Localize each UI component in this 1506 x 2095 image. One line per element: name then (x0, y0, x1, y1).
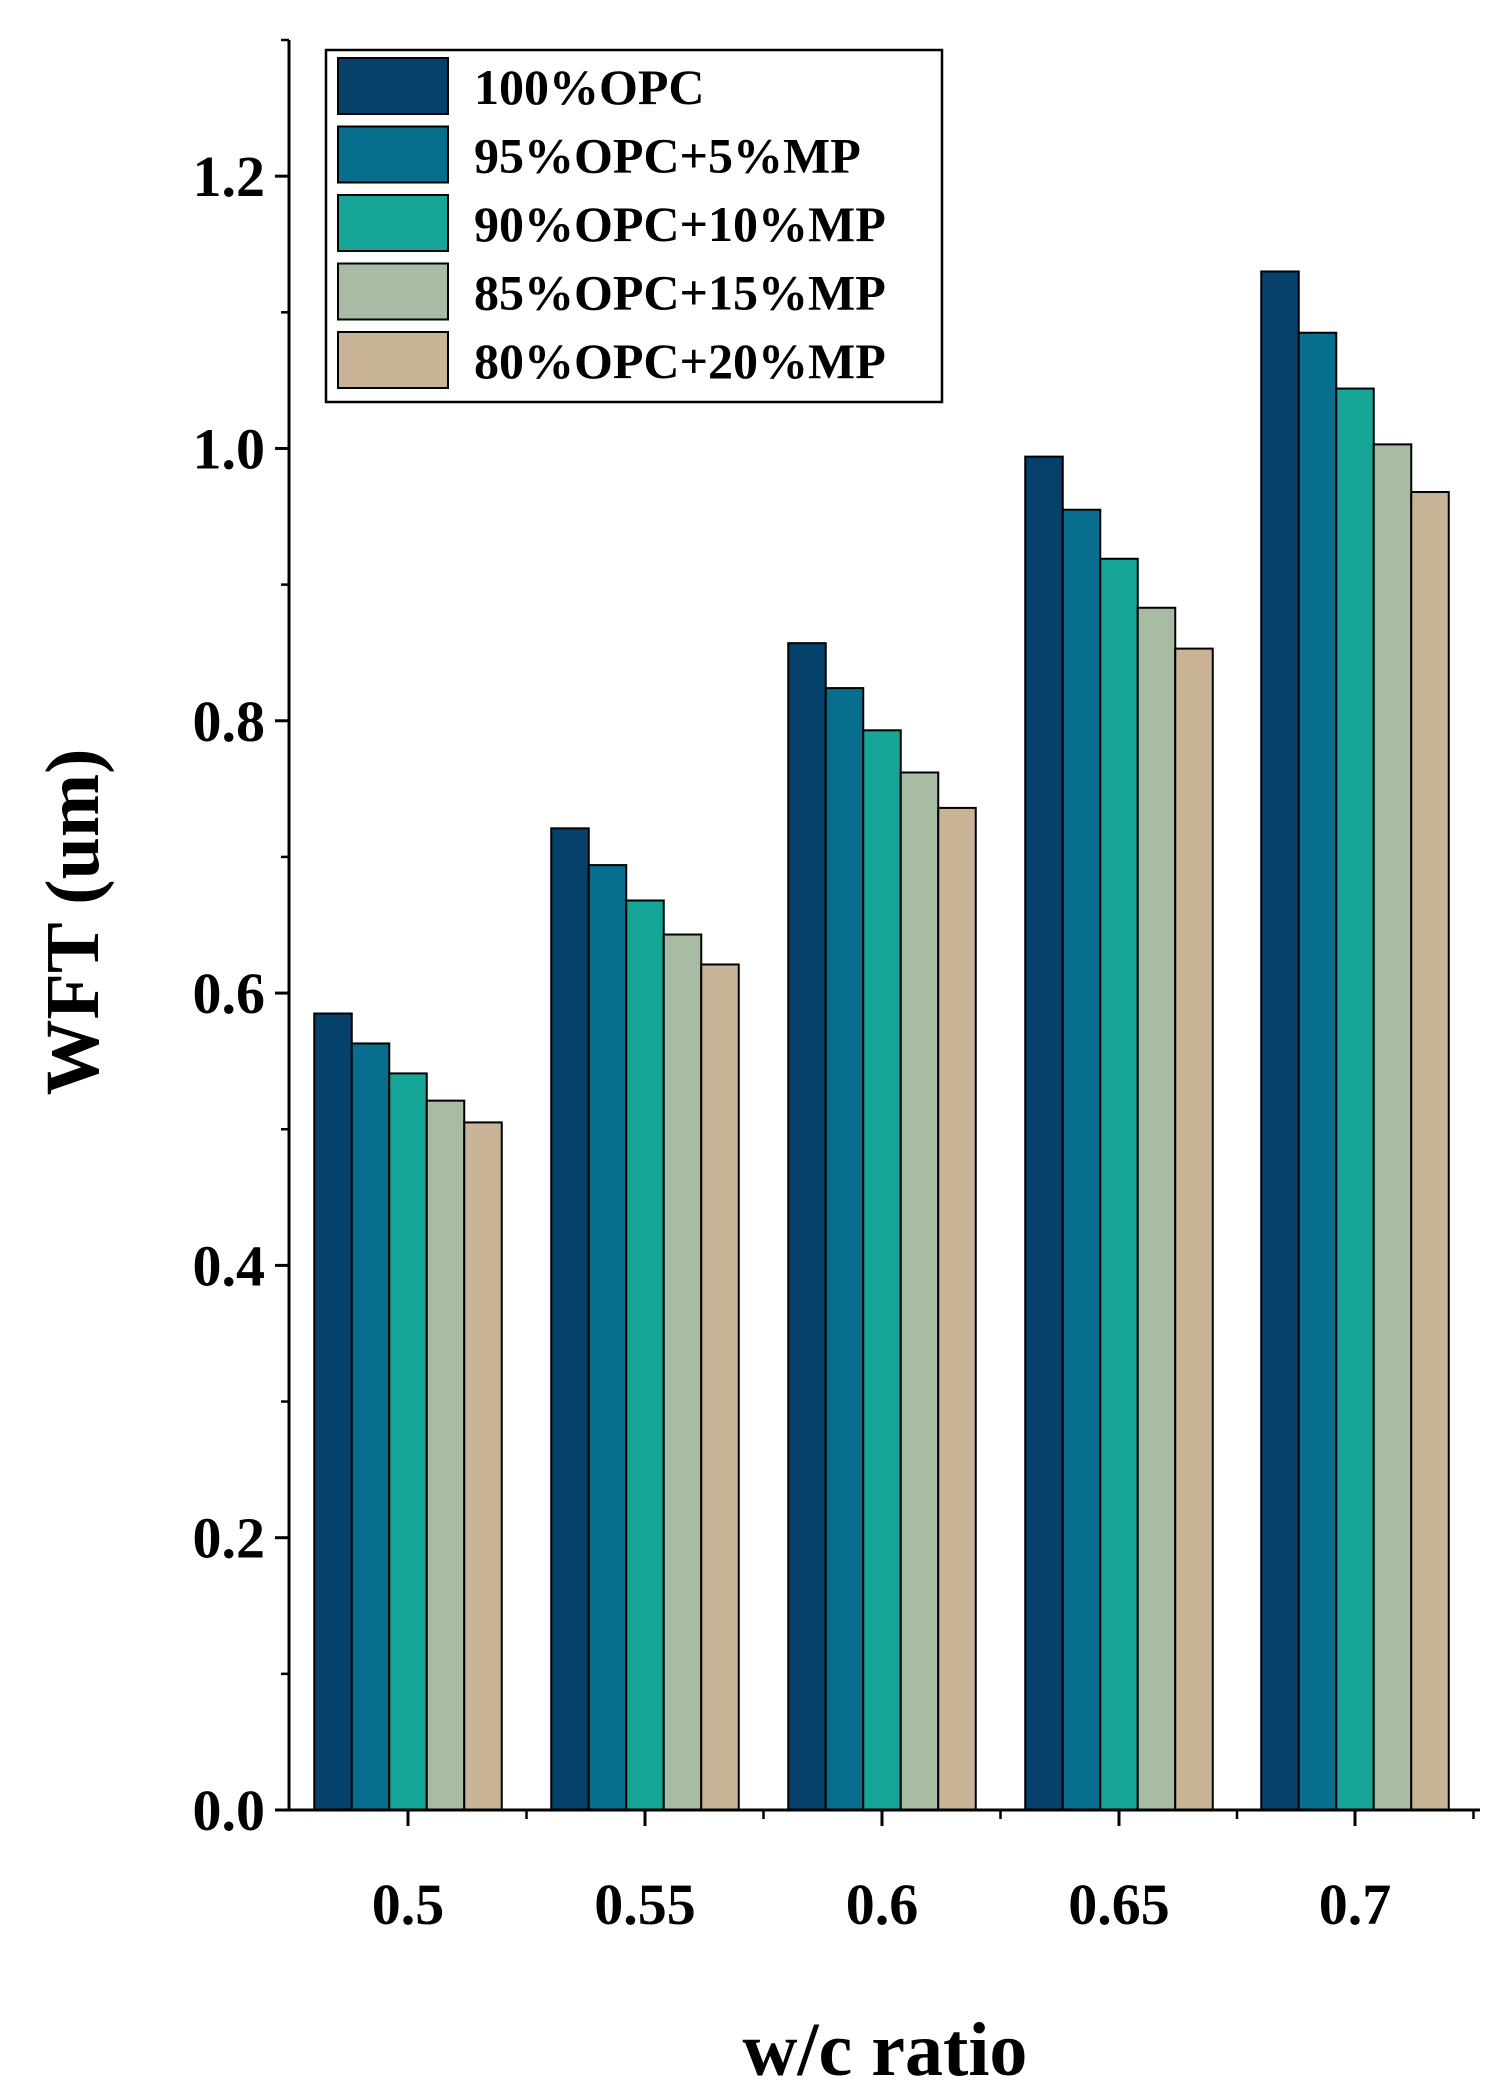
bar-3-0 (1024, 455, 1064, 1811)
y-ticks: 0.0 0.2 0.4 0.6 0.8 1.0 1.2 (193, 38, 289, 1843)
bar-3-1 (1061, 508, 1102, 1812)
bar-0-2 (388, 1072, 428, 1812)
bar-4-1 (1297, 331, 1338, 1812)
bar-0-3 (425, 1099, 466, 1811)
bar-2-2 (862, 729, 902, 1811)
legend-label-4: 80%OPC+20%MP (474, 333, 886, 389)
bar-3-2 (1099, 557, 1139, 1811)
x-tick-label: 0.5 (372, 1872, 445, 1937)
bar-2-3 (899, 771, 940, 1811)
y-tick-label: 0.6 (193, 961, 266, 1026)
bar-2-4 (937, 806, 977, 1811)
bar-2-1 (824, 687, 865, 1812)
y-tick-label: 0.2 (193, 1506, 266, 1571)
legend: 100%OPC 95%OPC+5%MP 90%OPC+10%MP 85%OPC+15%… (324, 48, 944, 404)
legend-label-2: 90%OPC+10%MP (474, 196, 886, 252)
bars-layer (313, 270, 1450, 1812)
bar-0-1 (350, 1042, 391, 1811)
legend-swatch-3 (337, 262, 449, 321)
y-tick-label: 0.4 (193, 1233, 266, 1298)
y-axis-title: WFT (um) (31, 749, 115, 1096)
axes-layer (287, 40, 1480, 1812)
x-ticks: 0.5 0.55 0.6 0.65 0.7 (372, 1810, 1475, 1937)
x-tick-label: 0.6 (846, 1872, 919, 1937)
x-tick-label: 0.7 (1319, 1872, 1392, 1937)
x-tick-label: 0.65 (1068, 1872, 1170, 1937)
legend-swatch-4 (337, 331, 449, 389)
bar-1-1 (587, 864, 628, 1811)
bar-4-2 (1335, 387, 1375, 1811)
legend-items: 100%OPC 95%OPC+5%MP 90%OPC+10%MP 85%OPC+15%… (337, 57, 886, 389)
legend-label-1: 95%OPC+5%MP (474, 128, 861, 184)
legend-swatch-2 (337, 194, 449, 252)
bar-1-3 (662, 933, 703, 1811)
bar-2-0 (787, 642, 827, 1811)
bar-3-3 (1136, 606, 1177, 1811)
bar-0-0 (313, 1012, 353, 1811)
x-axis-title: w/c ratio (743, 2008, 1028, 2092)
bar-1-0 (550, 827, 590, 1811)
y-tick-label: 0.0 (193, 1778, 266, 1843)
legend-swatch-0 (337, 57, 449, 115)
x-tick-label: 0.55 (594, 1872, 696, 1937)
bar-4-3 (1372, 443, 1413, 1811)
bar-1-2 (625, 899, 665, 1811)
bar-3-4 (1174, 647, 1214, 1811)
y-tick-label: 1.0 (193, 416, 266, 481)
legend-label-0: 100%OPC (474, 59, 705, 115)
bar-1-4 (700, 963, 740, 1811)
y-tick-label: 0.8 (193, 689, 266, 754)
y-tick-label: 1.2 (193, 144, 266, 209)
bar-4-4 (1410, 491, 1450, 1811)
legend-swatch-1 (337, 125, 449, 184)
legend-label-3: 85%OPC+15%MP (474, 265, 886, 321)
bar-0-4 (463, 1121, 503, 1812)
bar-4-0 (1260, 270, 1300, 1812)
